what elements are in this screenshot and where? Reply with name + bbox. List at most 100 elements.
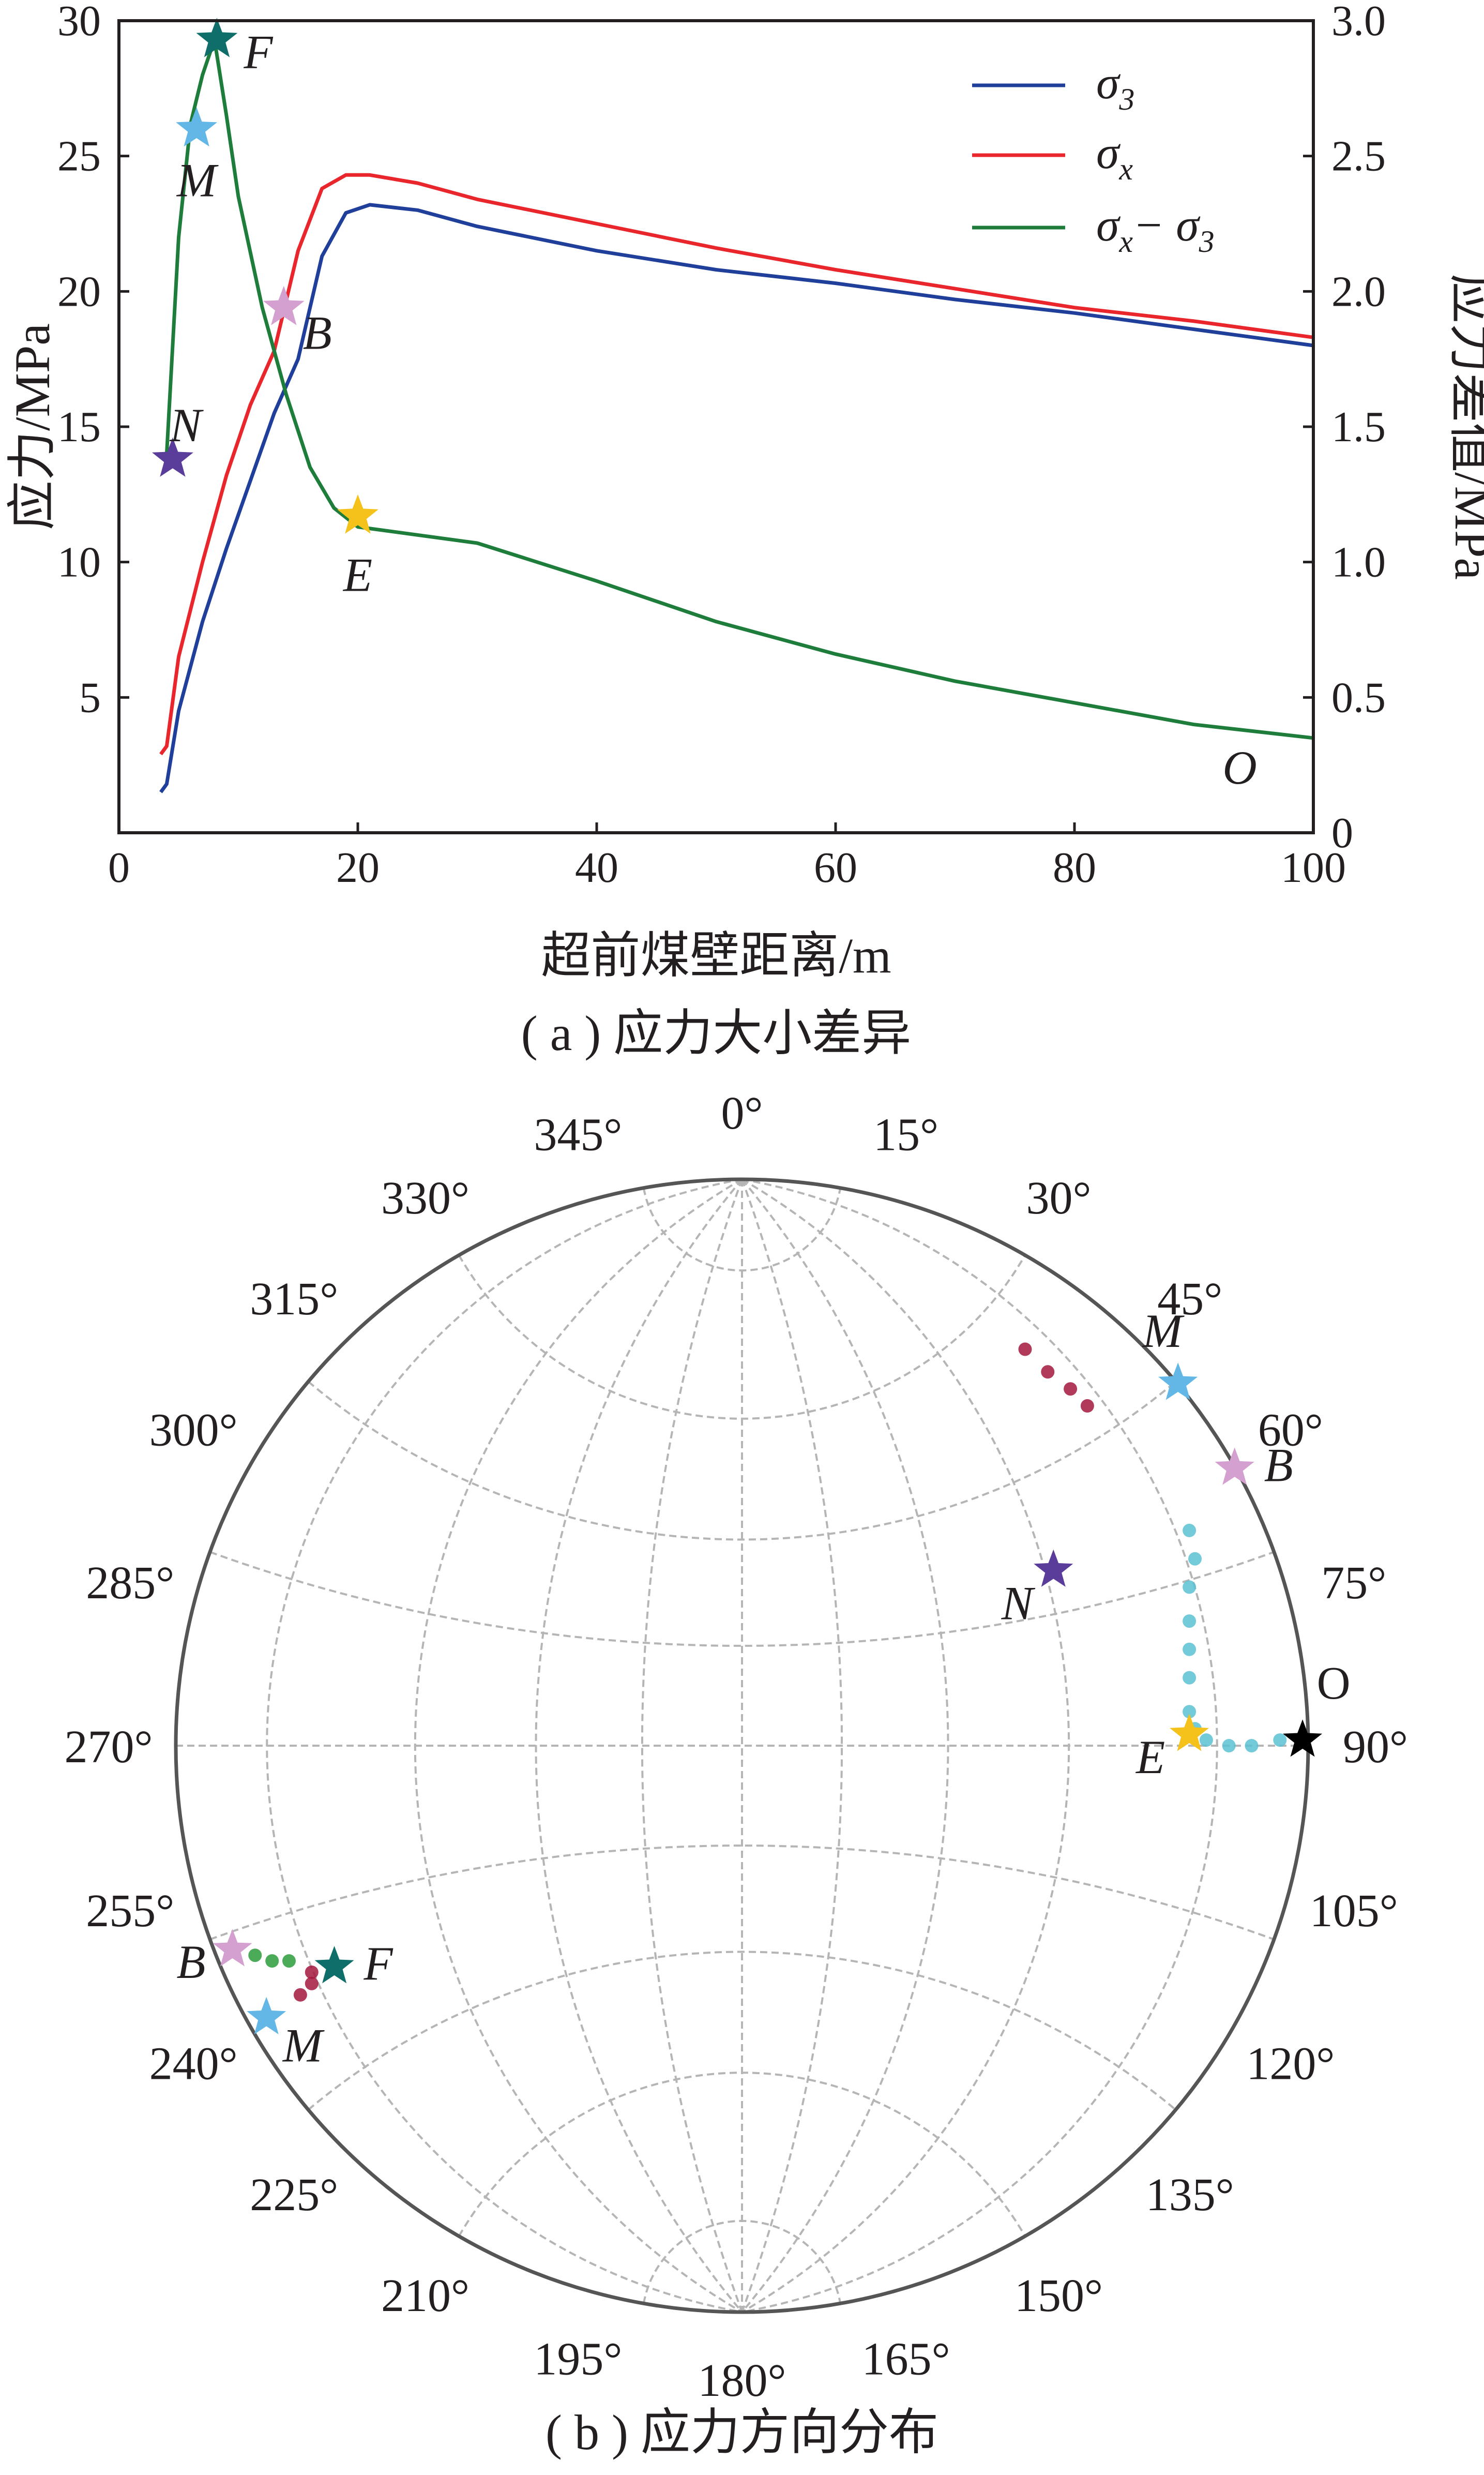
orientation-point	[1183, 1614, 1197, 1628]
azimuth-label: 180°	[698, 2355, 786, 2406]
small-circle	[458, 2072, 1026, 2237]
azimuth-label: 150°	[1014, 2270, 1103, 2321]
orientation-point	[1018, 1342, 1032, 1356]
azimuth-label: 105°	[1310, 1885, 1398, 1937]
y-axis-label-left: 应力/MPa	[5, 323, 60, 530]
orientation-point	[1064, 1382, 1078, 1396]
y-tick-label-left: 30	[57, 0, 101, 45]
azimuth-label: 120°	[1246, 2038, 1335, 2090]
azimuth-label: 225°	[250, 2169, 338, 2221]
legend-label-sigma3: σ3	[1096, 57, 1134, 116]
caption-a: ( a ) 应力大小差异	[521, 1006, 912, 1061]
azimuth-label: 315°	[250, 1273, 338, 1325]
azimuth-labels: 0° 15° 30° 45° 60° 75° 90° 105° 120° 135° 150° 165°…	[65, 1088, 1409, 2406]
marker-label-B: B	[176, 1936, 205, 1988]
x-tick-label: 80	[1053, 844, 1096, 892]
marker-star-M	[176, 107, 218, 147]
marker-label-B: B	[1264, 1438, 1293, 1491]
marker-star-F	[314, 1946, 354, 1984]
marker-star-F	[196, 18, 238, 57]
legend: σ3 σx σx− σ3	[972, 57, 1215, 259]
orientation-point	[1183, 1671, 1197, 1685]
azimuth-label: 15°	[873, 1109, 938, 1161]
marker-star-M	[247, 1997, 286, 2034]
x-tick-label: 40	[575, 844, 618, 892]
azimuth-label: 210°	[381, 2270, 470, 2321]
y-tick-label-right: 3.0	[1331, 0, 1386, 45]
y-tick-label-right: 2.0	[1331, 267, 1386, 316]
azimuth-label: 30°	[1026, 1173, 1092, 1224]
stereonet-grid	[176, 1178, 1308, 2313]
marker-star-B	[263, 286, 305, 325]
small-circle	[307, 1951, 1177, 2111]
marker-layer: N M F B E O	[152, 18, 1257, 794]
azimuth-label: 135°	[1146, 2169, 1234, 2221]
orientation-point	[1188, 1552, 1202, 1566]
x-tick-label: 20	[336, 844, 380, 892]
azimuth-label: 240°	[149, 2038, 238, 2090]
caption-b: ( b ) 应力方向分布	[546, 2405, 938, 2460]
orientation-point	[1080, 1399, 1094, 1413]
marker-label-O: O	[1317, 1658, 1351, 1709]
marker-label-M: M	[1142, 1304, 1185, 1357]
great-circle	[266, 1178, 743, 2313]
great-circle	[414, 1178, 743, 2313]
azimuth-label: 330°	[381, 1173, 470, 1224]
azimuth-label: 285°	[86, 1557, 174, 1609]
marker-star-M	[1158, 1362, 1198, 1400]
great-circle	[535, 1178, 743, 2313]
small-circle	[209, 1551, 1275, 1647]
marker-star-N	[152, 437, 193, 477]
marker-star-B	[1215, 1447, 1254, 1485]
y-tick-label-right: 0	[1331, 809, 1353, 857]
marker-label-M: M	[176, 154, 219, 206]
small-circle	[642, 2219, 842, 2304]
orientation-point	[248, 1948, 262, 1962]
azimuth-label: 255°	[86, 1885, 174, 1937]
small-circle	[458, 1254, 1026, 1420]
series-layer	[159, 38, 1314, 793]
y-tick-label-right: 1.5	[1331, 403, 1386, 451]
azimuth-label: 270°	[65, 1721, 153, 1773]
marker-label-F: F	[363, 1937, 393, 1990]
marker-star-E	[1170, 1714, 1209, 1751]
orientation-point	[1183, 1523, 1197, 1537]
x-axis-label: 超前煤壁距离/m	[541, 928, 891, 983]
marker-star-E	[337, 494, 378, 534]
marker-label-N: N	[169, 399, 204, 452]
marker-label-N: N	[1001, 1577, 1036, 1630]
orientation-point	[305, 1966, 319, 1979]
stress-direction-stereonet: 0° 15° 30° 45° 60° 75° 90° 105° 120° 135° 150° 165°…	[65, 1088, 1409, 2460]
stress-line-chart: N M F B E O 0 20 40 60 80 100 5 10 15 20 25 30 0 0.5 1.0 1.5…	[5, 0, 1484, 1061]
marker-star-B	[213, 1929, 252, 1967]
great-circle	[741, 1178, 1218, 2313]
orientation-point	[1183, 1642, 1197, 1656]
small-circle	[307, 1381, 1177, 1541]
azimuth-label: 90°	[1343, 1721, 1408, 1773]
y-tick-label-left: 20	[57, 267, 101, 316]
small-circle	[209, 1844, 1275, 1941]
orientation-point	[1041, 1365, 1055, 1379]
x-tick-label: 0	[108, 844, 130, 892]
series-line-2	[164, 38, 1314, 740]
azimuth-label: 45°	[1157, 1273, 1222, 1325]
y-tick-label-left: 25	[57, 132, 101, 181]
azimuth-label: 165°	[862, 2333, 950, 2384]
small-circle	[642, 1188, 842, 1272]
orientation-point	[282, 1954, 296, 1968]
azimuth-label: 75°	[1321, 1557, 1386, 1609]
great-circle	[741, 1178, 1070, 2313]
axis-ticks: 0 20 40 60 80 100 5 10 15 20 25 30 0 0.5 1.0 1.5 2.0 2.5 3…	[57, 0, 1386, 892]
azimuth-label: 195°	[534, 2333, 622, 2384]
y-axis-label-right: 应力差值/MPa	[1445, 274, 1484, 580]
y-tick-label-left: 5	[79, 673, 101, 722]
azimuth-label: 345°	[534, 1109, 622, 1161]
y-tick-label-right: 0.5	[1331, 673, 1386, 722]
marker-label-E: E	[342, 549, 372, 602]
orientation-point	[1245, 1739, 1259, 1752]
marker-star-O	[1283, 1719, 1323, 1757]
orientation-point	[293, 1988, 307, 2002]
legend-label-diff: σx− σ3	[1096, 200, 1215, 259]
